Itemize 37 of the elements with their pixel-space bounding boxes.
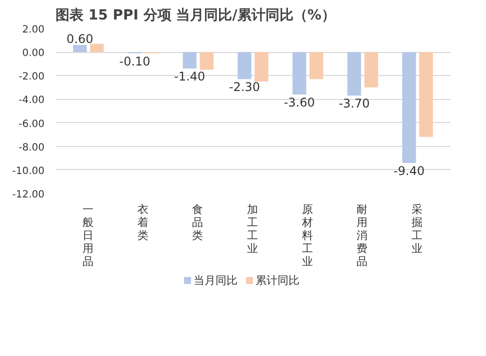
- x-tick-label: 原材料工业: [300, 203, 314, 268]
- y-tick-label: 0.00: [22, 48, 44, 60]
- bar: [347, 52, 362, 96]
- data-label: -9.40: [394, 164, 425, 178]
- data-label: -2.30: [228, 80, 260, 94]
- x-tick-label: 食品类: [191, 203, 204, 242]
- legend-label: 累计同比: [256, 274, 300, 287]
- data-label: -3.60: [284, 96, 315, 110]
- bar: [419, 52, 433, 137]
- bar: [402, 52, 416, 163]
- data-label: -3.70: [338, 96, 370, 111]
- x-tick-label: 采掘工业: [410, 203, 424, 255]
- bar: [364, 52, 378, 88]
- y-tick-label: -10.00: [12, 166, 45, 177]
- chart-title: 图表 15 PPI 分项 当月同比/累计同比（%）: [56, 8, 336, 24]
- legend-label: 当月同比: [194, 274, 238, 287]
- bar: [73, 45, 87, 52]
- data-label: -0.10: [119, 54, 150, 68]
- y-tick-label: 2.00: [22, 24, 44, 36]
- data-label: 0.60: [66, 32, 94, 46]
- data-label: -1.40: [174, 70, 206, 84]
- bar: [182, 52, 196, 69]
- bar: [292, 52, 306, 94]
- y-tick-label: -4.00: [18, 95, 44, 106]
- y-tick-label: -6.00: [18, 118, 44, 130]
- x-tick-label: 衣着类: [136, 203, 150, 242]
- bar: [254, 52, 268, 82]
- bar: [238, 52, 252, 80]
- x-tick-label: 耐用消费品: [356, 203, 369, 268]
- bar: [200, 52, 214, 70]
- bar: [310, 52, 324, 80]
- y-tick-label: -12.00: [12, 190, 45, 200]
- y-tick-label: -8.00: [18, 142, 44, 154]
- x-tick-label: 一般日用品: [81, 203, 94, 268]
- bar: [90, 44, 104, 52]
- x-tick-label: 加工工业: [246, 203, 259, 255]
- y-tick-label: -2.00: [18, 72, 44, 83]
